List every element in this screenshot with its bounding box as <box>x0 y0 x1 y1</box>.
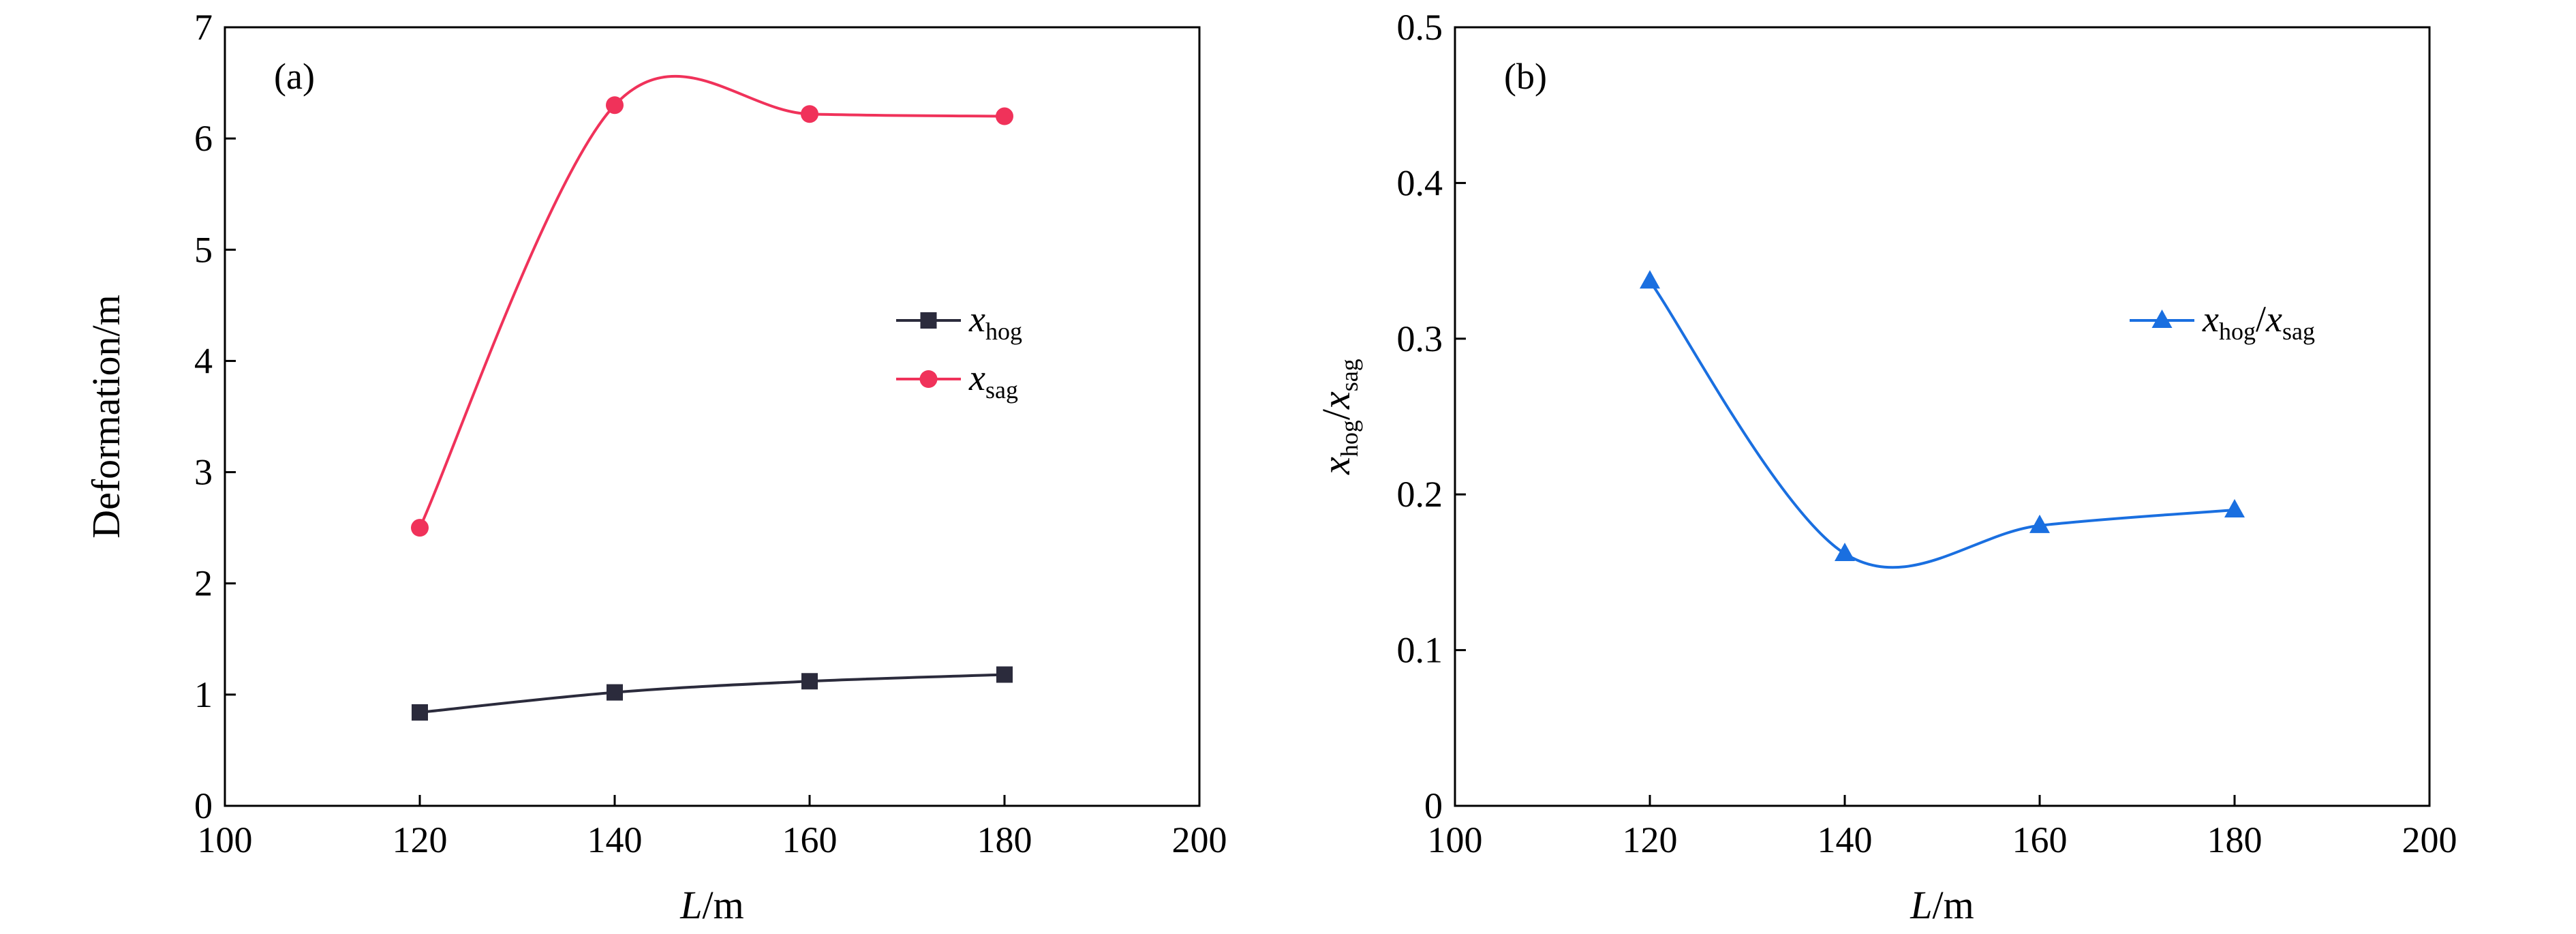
x-tick-label: 120 <box>1623 819 1678 860</box>
data-point-0 <box>1835 542 1855 561</box>
x-axis-label: L/m <box>1910 883 1974 927</box>
data-point-0 <box>996 666 1013 683</box>
y-tick-label: 4 <box>194 340 213 381</box>
data-point-0 <box>607 684 623 701</box>
y-tick-label: 6 <box>194 118 213 159</box>
legend-label-0: xhog <box>968 299 1022 345</box>
legend-label-0: xhog/xsag <box>2202 299 2315 345</box>
x-tick-label: 140 <box>1818 819 1873 860</box>
y-axis-label: xhog/xsag <box>1314 359 1363 475</box>
x-tick-label: 100 <box>198 819 253 860</box>
x-tick-label: 160 <box>2012 819 2068 860</box>
x-tick-label: 180 <box>977 819 1032 860</box>
series-line-1 <box>418 74 1005 528</box>
y-tick-label: 5 <box>194 229 213 270</box>
data-point-1 <box>411 519 429 537</box>
plot-frame <box>1454 26 2431 807</box>
legend-marker-1 <box>919 370 938 388</box>
plot-frame <box>224 26 1201 807</box>
data-point-1 <box>801 105 818 123</box>
svg-text:Deformation/m: Deformation/m <box>84 295 128 539</box>
data-point-0 <box>801 673 818 690</box>
legend-marker-0 <box>2151 310 2173 328</box>
x-tick-label: 140 <box>587 819 643 860</box>
data-point-0 <box>2224 499 2245 518</box>
panel-label: (b) <box>1504 56 1547 97</box>
x-tick-label: 120 <box>393 819 448 860</box>
x-tick-label: 100 <box>1428 819 1483 860</box>
legend-marker-0 <box>920 312 937 329</box>
data-point-0 <box>1640 270 1660 289</box>
y-tick-label: 0.2 <box>1397 474 1443 515</box>
x-axis-label: L/m <box>679 883 744 927</box>
y-tick-label: 0 <box>194 785 213 826</box>
series-line-0 <box>419 673 1005 714</box>
y-tick-label: 0 <box>1424 785 1443 826</box>
y-tick-label: 1 <box>194 674 213 715</box>
chart-panel-a: 100 120 140 160 180 200 0 1 2 3 4 5 6 7 (a) L/m Deformat… <box>84 7 1227 927</box>
data-point-1 <box>606 96 624 115</box>
y-axis-label: Deformation/m <box>84 295 128 539</box>
data-point-1 <box>996 107 1013 125</box>
y-tick-label: 0.3 <box>1397 318 1443 359</box>
x-tick-label: 200 <box>2402 819 2457 860</box>
series-line-0 <box>1649 280 2235 569</box>
x-tick-label: 200 <box>1172 819 1227 860</box>
x-tick-label: 160 <box>782 819 838 860</box>
y-tick-label: 0.5 <box>1397 7 1443 48</box>
x-tick-label: 180 <box>2207 819 2263 860</box>
data-point-0 <box>2029 514 2050 533</box>
legend-label-1: xsag <box>968 357 1018 404</box>
y-tick-label: 2 <box>194 563 213 604</box>
y-tick-label: 0.1 <box>1397 630 1443 671</box>
svg-text:xhog/xsag: xhog/xsag <box>1314 359 1363 475</box>
y-tick-label: 3 <box>194 452 213 493</box>
panel-label: (a) <box>274 56 315 97</box>
chart-panel-b: 100 120 140 160 180 200 0 0.1 0.2 0.3 0.4 0.5 (b) L/m… <box>1314 7 2457 927</box>
y-tick-label: 0.4 <box>1397 162 1443 203</box>
y-tick-label: 7 <box>194 7 213 48</box>
data-point-0 <box>412 704 428 721</box>
